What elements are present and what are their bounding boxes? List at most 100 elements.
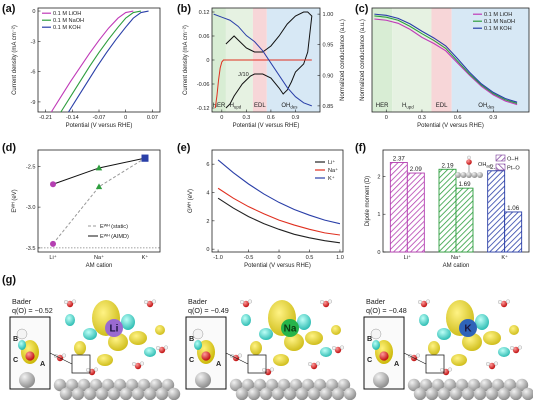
bader-oxygen-atom xyxy=(201,351,211,361)
a-xtick-label: -0.14 xyxy=(66,115,79,121)
e-series-line-1 xyxy=(217,197,341,244)
bader-lobe-depletion xyxy=(18,340,26,350)
oxygen-atom xyxy=(134,362,142,370)
bader-inset-connector xyxy=(49,352,73,365)
e-ytick-label: 2 xyxy=(206,219,209,225)
bader-inset-connector xyxy=(403,352,427,365)
charge-lobe-accumulation xyxy=(250,341,262,355)
pt-atom xyxy=(253,378,267,392)
b-annotation-j10: J/10 xyxy=(238,72,249,78)
charge-lobe-accumulation xyxy=(462,333,482,351)
a-series-line-3 xyxy=(68,10,149,113)
hydrogen-atom xyxy=(239,300,244,305)
f-xtick-label: Na⁺ xyxy=(451,254,461,261)
hydrogen-atom xyxy=(510,346,515,351)
charge-lobe-depletion xyxy=(419,314,429,326)
c-plot-frame xyxy=(371,7,530,113)
b-zone-her xyxy=(212,8,226,112)
hydrogen-atom xyxy=(151,299,156,304)
pt-atom xyxy=(515,378,529,392)
bader-title: Bader xyxy=(188,297,208,306)
d-x-axis-label: AM cation xyxy=(86,263,113,269)
oxygen-atom xyxy=(310,362,318,370)
f-bar xyxy=(438,168,457,253)
f-inset-pt-atom xyxy=(477,172,483,178)
b-right-ytick-label: 0.95 xyxy=(323,43,334,49)
e-y-axis-label: Gᵂᴴ (eV) xyxy=(187,189,194,213)
charge-lobe-depletion xyxy=(498,347,510,357)
b-ytick-label: 0.06 xyxy=(199,34,210,40)
f-inset-pt-atom xyxy=(471,172,478,178)
hydrogen-atom xyxy=(63,300,68,305)
a-xtick-label: 0 xyxy=(124,115,127,121)
charge-lobe-depletion xyxy=(144,347,156,357)
pt-atom xyxy=(143,387,157,400)
hydrogen-atom xyxy=(416,353,421,358)
e-ytick-label: 0 xyxy=(206,247,209,253)
oxygen-atom xyxy=(242,300,250,308)
pt-atom xyxy=(443,378,457,392)
oxygen-atom xyxy=(88,368,96,376)
e-series-line-3 xyxy=(217,159,341,225)
pt-atom xyxy=(229,378,243,392)
pt-atom xyxy=(431,378,445,392)
f-bar-value: 1.06 xyxy=(507,205,520,212)
f-inset-pt-atom xyxy=(466,172,472,178)
chart-d: -2.5 -3.0 -3.5 Li⁺ Na⁺ K⁺ AM cation Eᵂᴴ (eV) Eᵂᴴ… xyxy=(11,149,161,269)
pt-atom xyxy=(125,378,139,392)
pt-atom xyxy=(319,387,333,400)
pt-atom xyxy=(155,387,169,400)
cation-label: Li xyxy=(110,324,119,335)
oxygen-atom xyxy=(334,346,342,354)
chart-e: Li⁺Na⁺K⁺ -1.0 -0.5 0 0.5 1.0 6 4 2 0 Potential (V … xyxy=(187,149,344,269)
charge-lobe-depletion xyxy=(437,328,451,340)
pt-atom xyxy=(259,387,273,400)
panel-label-c: (c) xyxy=(355,3,369,15)
b-x-axis-label: Potential (V versus RHE) xyxy=(233,123,300,129)
pt-atom xyxy=(101,378,115,392)
hydrogen-atom xyxy=(262,368,267,373)
pt-atom xyxy=(265,378,279,392)
d-point-na xyxy=(95,183,103,190)
pt-atom xyxy=(283,387,297,400)
f-y-axis-label: Dipole moment (D) xyxy=(365,176,371,226)
d-ytick-label: -3.5 xyxy=(26,246,36,252)
f-bar-value: 1.69 xyxy=(458,181,471,188)
pt-atom xyxy=(331,387,345,400)
pt-atom xyxy=(413,387,427,400)
hydrogen-atom xyxy=(247,299,252,304)
pt-atom xyxy=(289,378,303,392)
pt-atom xyxy=(53,378,67,392)
a-series-line-1 xyxy=(50,10,134,113)
pt-atom xyxy=(467,378,481,392)
hydrogen-atom xyxy=(340,345,345,350)
c-zone-her xyxy=(372,8,393,112)
c-xtick-label: 0.9 xyxy=(489,115,497,121)
f-xtick-label: Li⁺ xyxy=(404,254,411,261)
bader-inset-connector xyxy=(225,352,249,365)
c-zone-label: HER xyxy=(376,103,389,109)
panel-label-b: (b) xyxy=(177,3,191,15)
panel-label-a: (a) xyxy=(2,3,16,15)
bader-label-c: C xyxy=(367,355,372,364)
pt-atom xyxy=(149,378,163,392)
hydrogen-atom xyxy=(163,345,168,350)
pt-atom xyxy=(437,387,451,400)
f-bar xyxy=(389,162,408,253)
b-zone-label: HER xyxy=(213,103,226,109)
e-ytick-label: 6 xyxy=(206,162,209,168)
a-xtick-label: -0.21 xyxy=(39,115,52,121)
pt-atom xyxy=(485,387,499,400)
b-ytick-label: 0 xyxy=(206,58,209,64)
a-legend-label: 0.1 M NaOH xyxy=(53,18,84,24)
charge-lobe-depletion xyxy=(297,314,311,330)
bader-label-a: A xyxy=(394,359,399,368)
b-right-ytick-label: 0.90 xyxy=(323,73,334,79)
charge-lobe-accumulation xyxy=(483,331,501,345)
bader-label-b: B xyxy=(367,334,372,343)
oxygen-atom xyxy=(322,300,330,308)
